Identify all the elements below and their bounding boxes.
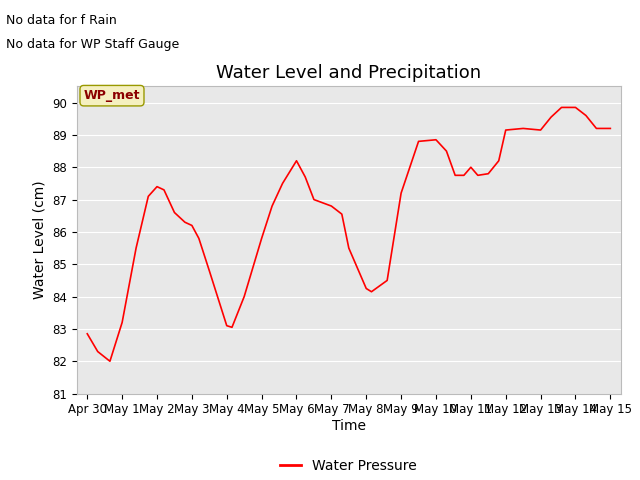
X-axis label: Time: Time: [332, 419, 366, 433]
Legend: Water Pressure: Water Pressure: [275, 454, 422, 479]
Text: No data for f Rain: No data for f Rain: [6, 14, 117, 27]
Title: Water Level and Precipitation: Water Level and Precipitation: [216, 64, 481, 82]
Y-axis label: Water Level (cm): Water Level (cm): [33, 180, 47, 300]
Text: WP_met: WP_met: [84, 89, 140, 102]
Text: No data for WP Staff Gauge: No data for WP Staff Gauge: [6, 38, 180, 51]
